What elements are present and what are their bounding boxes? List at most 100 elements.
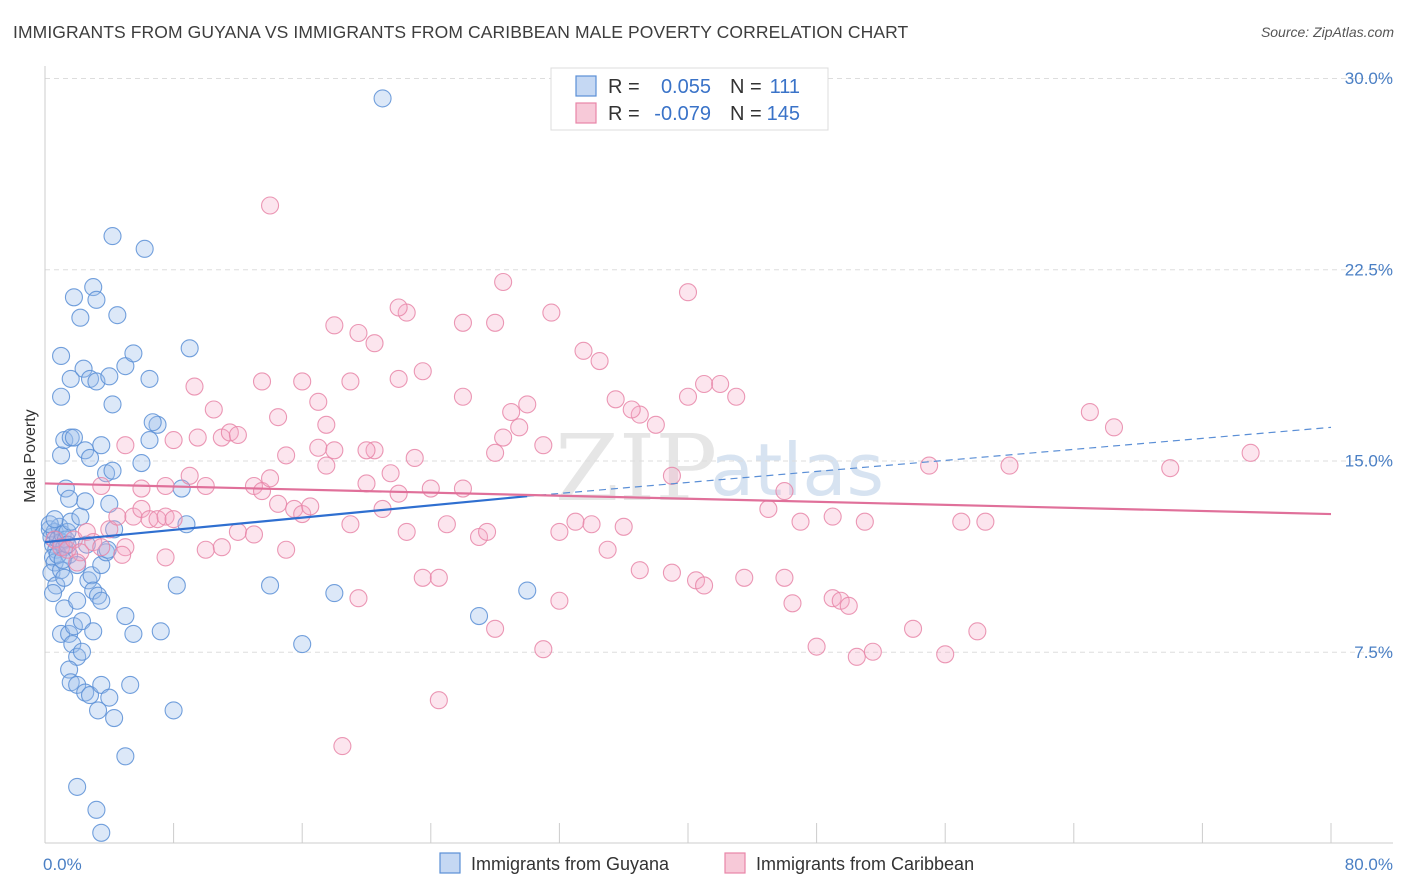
point-caribbean-139 (212, 538, 231, 557)
point-caribbean-49 (397, 522, 416, 541)
point-caribbean-62 (550, 522, 569, 541)
legend-n-value-0: 111 (770, 76, 800, 98)
series-legend: Immigrants from Guyana Immigrants from C… (439, 852, 974, 874)
point-guyana-23 (76, 492, 95, 511)
point-guyana-30 (100, 494, 119, 513)
point-caribbean-69 (662, 466, 681, 485)
point-guyana-97 (87, 800, 106, 819)
point-guyana-56 (140, 369, 159, 388)
point-guyana-66 (103, 227, 122, 246)
point-caribbean-73 (727, 387, 746, 406)
point-caribbean-95 (325, 316, 344, 335)
point-caribbean-88 (590, 351, 609, 371)
trend-line-guyana (44, 495, 528, 544)
point-guyana-50 (74, 359, 93, 378)
point-caribbean-84 (341, 372, 360, 391)
point-guyana-82 (68, 647, 87, 666)
point-guyana-33 (60, 489, 79, 508)
point-caribbean-87 (453, 387, 473, 406)
watermark-atlas: atlas (710, 428, 884, 512)
correlation-legend: R = 0.055 N = 111 R = -0.079 N = 145 (550, 67, 829, 131)
series-legend-swatch-guyana (439, 852, 461, 874)
point-caribbean-141 (277, 540, 296, 559)
chart-title: IMMIGRANTS FROM GUYANA VS IMMIGRANTS FRO… (13, 22, 909, 42)
watermark-zip: ZIP (555, 415, 717, 522)
legend-r-label-1: R = (608, 103, 640, 125)
x-tick-label-0: 0.0% (43, 855, 82, 874)
point-caribbean-110 (1161, 459, 1180, 478)
point-caribbean-124 (486, 619, 505, 638)
point-caribbean-76 (791, 512, 810, 531)
point-caribbean-138 (349, 589, 368, 608)
point-caribbean-60 (518, 395, 537, 414)
trend-line-caribbean (44, 482, 1332, 516)
series-legend-label-guyana: Immigrants from Guyana (471, 854, 670, 874)
point-caribbean-34 (260, 469, 280, 488)
point-caribbean-113 (952, 512, 971, 531)
point-guyana-75 (167, 576, 186, 595)
point-caribbean-4 (71, 543, 90, 562)
point-caribbean-42 (325, 441, 344, 460)
point-guyana-53 (100, 367, 119, 386)
point-caribbean-93 (317, 415, 336, 434)
point-caribbean-28 (188, 428, 207, 447)
point-caribbean-33 (252, 482, 272, 501)
trend-lines (44, 426, 1332, 544)
y-tick-label-3: 30.0% (1345, 69, 1393, 88)
point-guyana-90 (100, 688, 119, 707)
source-label: Source: ZipAtlas.com (1260, 24, 1394, 40)
point-caribbean-120 (695, 576, 714, 595)
y-tick-label-0: 7.5% (1354, 643, 1393, 662)
point-caribbean-50 (405, 448, 424, 468)
point-caribbean-90 (622, 400, 641, 419)
point-guyana-39 (80, 448, 100, 468)
point-guyana-37 (64, 428, 83, 447)
tick-labels: 7.5% 15.0% 22.5% 30.0% 0.0% 80.0% (43, 69, 1393, 874)
y-tick-label-2: 22.5% (1345, 260, 1393, 279)
legend-n-label-0: N = (730, 76, 762, 98)
point-caribbean-116 (429, 568, 448, 587)
legend-swatch-guyana (575, 75, 597, 97)
point-caribbean-125 (534, 640, 553, 659)
point-guyana-17 (55, 568, 74, 587)
point-caribbean-96 (349, 323, 368, 343)
point-caribbean-18 (113, 545, 132, 564)
point-caribbean-24 (132, 479, 151, 498)
point-caribbean-86 (413, 362, 432, 381)
point-guyana-67 (135, 239, 154, 258)
point-caribbean-23 (116, 436, 135, 455)
point-caribbean-130 (839, 596, 858, 615)
point-caribbean-121 (735, 568, 754, 587)
point-guyana-24 (79, 571, 98, 590)
point-caribbean-55 (478, 522, 497, 541)
point-caribbean-5 (77, 522, 96, 541)
point-caribbean-111 (1241, 443, 1260, 462)
point-guyana-88 (80, 686, 100, 705)
point-caribbean-99 (389, 298, 408, 317)
point-guyana-80 (84, 622, 103, 641)
series-legend-swatch-caribbean (724, 852, 746, 874)
point-caribbean-117 (630, 561, 649, 580)
point-guyana-55 (124, 344, 143, 363)
point-caribbean-63 (566, 512, 585, 531)
point-caribbean-105 (678, 283, 698, 302)
series-legend-label-caribbean: Immigrants from Caribbean (756, 854, 974, 874)
trend-line-guyana-extension (527, 426, 1332, 497)
point-caribbean-123 (550, 591, 569, 610)
point-guyana-74 (151, 622, 170, 641)
point-guyana-94 (164, 701, 183, 720)
grid-lines (45, 78, 1393, 653)
point-caribbean-114 (976, 512, 995, 531)
point-caribbean-108 (1080, 402, 1099, 422)
point-caribbean-70 (678, 387, 698, 406)
point-guyana-42 (103, 461, 122, 480)
point-guyana-100 (293, 635, 312, 654)
point-guyana-60 (71, 308, 90, 327)
point-guyana-96 (68, 777, 87, 796)
point-caribbean-85 (389, 369, 408, 388)
point-caribbean-126 (783, 594, 802, 613)
point-guyana-40 (92, 436, 111, 455)
axes (44, 66, 1393, 844)
point-guyana-107 (45, 510, 64, 529)
point-guyana-22 (71, 507, 90, 526)
